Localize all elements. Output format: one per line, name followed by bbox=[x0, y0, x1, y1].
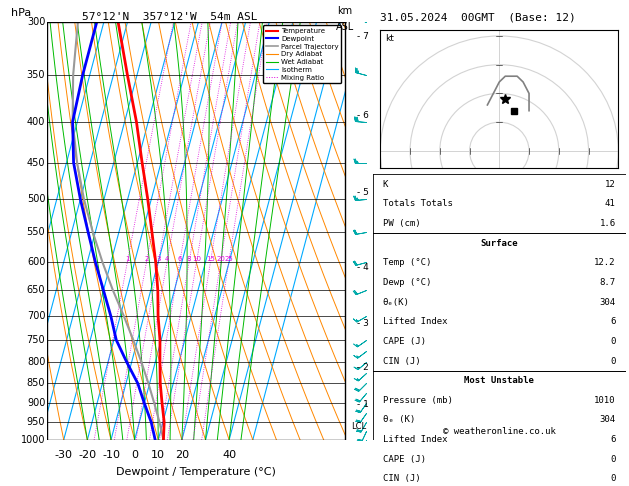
Text: 20: 20 bbox=[216, 256, 225, 261]
Text: 1.6: 1.6 bbox=[599, 219, 616, 228]
Text: 304: 304 bbox=[599, 297, 616, 307]
Text: 57°12'N  357°12'W  54m ASL: 57°12'N 357°12'W 54m ASL bbox=[82, 12, 258, 22]
Text: Dewp (°C): Dewp (°C) bbox=[383, 278, 431, 287]
Text: Pressure (mb): Pressure (mb) bbox=[383, 396, 453, 405]
Text: CAPE (J): CAPE (J) bbox=[383, 337, 426, 346]
Text: 1000: 1000 bbox=[21, 435, 45, 445]
Text: θₑ(K): θₑ(K) bbox=[383, 297, 409, 307]
Text: Mixing Ratio (g/kg): Mixing Ratio (g/kg) bbox=[379, 185, 389, 277]
Text: CIN (J): CIN (J) bbox=[383, 357, 421, 365]
Text: 6: 6 bbox=[610, 317, 616, 326]
Text: - 2: - 2 bbox=[357, 363, 369, 372]
Text: Lifted Index: Lifted Index bbox=[383, 317, 447, 326]
Text: 4: 4 bbox=[165, 256, 169, 261]
Text: K: K bbox=[383, 180, 388, 189]
Text: LCL: LCL bbox=[351, 422, 367, 431]
Text: 1010: 1010 bbox=[594, 396, 616, 405]
Text: 950: 950 bbox=[27, 417, 45, 427]
Text: - 4: - 4 bbox=[357, 262, 369, 272]
Text: 41: 41 bbox=[605, 199, 616, 208]
Text: 650: 650 bbox=[27, 285, 45, 295]
Legend: Temperature, Dewpoint, Parcel Trajectory, Dry Adiabat, Wet Adiabat, Isotherm, Mi: Temperature, Dewpoint, Parcel Trajectory… bbox=[263, 25, 342, 83]
Text: Dewpoint / Temperature (°C): Dewpoint / Temperature (°C) bbox=[116, 467, 276, 477]
Text: CAPE (J): CAPE (J) bbox=[383, 455, 426, 464]
Text: - 1: - 1 bbox=[357, 399, 369, 409]
Text: 0: 0 bbox=[610, 455, 616, 464]
Text: 10: 10 bbox=[151, 450, 165, 460]
Text: 2: 2 bbox=[144, 256, 148, 261]
Text: 350: 350 bbox=[27, 70, 45, 80]
Text: 0: 0 bbox=[131, 450, 138, 460]
Text: 20: 20 bbox=[175, 450, 189, 460]
Text: 700: 700 bbox=[27, 311, 45, 321]
Text: Totals Totals: Totals Totals bbox=[383, 199, 453, 208]
Text: 12.2: 12.2 bbox=[594, 259, 616, 267]
Text: - 6: - 6 bbox=[357, 111, 369, 120]
Text: 400: 400 bbox=[27, 117, 45, 127]
Text: 0: 0 bbox=[610, 357, 616, 365]
Text: 300: 300 bbox=[27, 17, 45, 27]
Text: 6: 6 bbox=[177, 256, 182, 261]
Text: -30: -30 bbox=[55, 450, 73, 460]
Text: ASL: ASL bbox=[336, 22, 354, 32]
Text: - 5: - 5 bbox=[357, 188, 369, 197]
Text: Temp (°C): Temp (°C) bbox=[383, 259, 431, 267]
Text: hPa: hPa bbox=[11, 8, 31, 17]
Text: 1: 1 bbox=[125, 256, 130, 261]
Text: 450: 450 bbox=[27, 157, 45, 168]
Text: Most Unstable: Most Unstable bbox=[464, 376, 534, 385]
Text: 25: 25 bbox=[225, 256, 233, 261]
Text: 550: 550 bbox=[26, 227, 45, 237]
Text: 0: 0 bbox=[610, 474, 616, 484]
Text: - 3: - 3 bbox=[357, 319, 369, 328]
Text: -20: -20 bbox=[78, 450, 96, 460]
Text: 8.7: 8.7 bbox=[599, 278, 616, 287]
Text: Surface: Surface bbox=[481, 239, 518, 248]
Text: 750: 750 bbox=[26, 335, 45, 345]
Text: 0: 0 bbox=[610, 337, 616, 346]
Text: PW (cm): PW (cm) bbox=[383, 219, 421, 228]
Text: - 7: - 7 bbox=[357, 32, 369, 41]
Text: Lifted Index: Lifted Index bbox=[383, 435, 447, 444]
Text: 850: 850 bbox=[27, 379, 45, 388]
Text: 40: 40 bbox=[222, 450, 237, 460]
Text: -10: -10 bbox=[102, 450, 120, 460]
Text: 600: 600 bbox=[27, 258, 45, 267]
Text: 10: 10 bbox=[192, 256, 201, 261]
Text: 12: 12 bbox=[605, 180, 616, 189]
Text: © weatheronline.co.uk: © weatheronline.co.uk bbox=[443, 427, 556, 435]
Text: 3: 3 bbox=[156, 256, 160, 261]
Text: 304: 304 bbox=[599, 416, 616, 424]
Text: 15: 15 bbox=[206, 256, 215, 261]
Text: 900: 900 bbox=[27, 398, 45, 408]
Text: CIN (J): CIN (J) bbox=[383, 474, 421, 484]
Text: θₑ (K): θₑ (K) bbox=[383, 416, 415, 424]
Text: 800: 800 bbox=[27, 357, 45, 367]
Text: 500: 500 bbox=[27, 194, 45, 204]
Text: km: km bbox=[337, 6, 352, 16]
Text: 6: 6 bbox=[610, 435, 616, 444]
Text: 31.05.2024  00GMT  (Base: 12): 31.05.2024 00GMT (Base: 12) bbox=[380, 12, 576, 22]
Text: 8: 8 bbox=[187, 256, 191, 261]
